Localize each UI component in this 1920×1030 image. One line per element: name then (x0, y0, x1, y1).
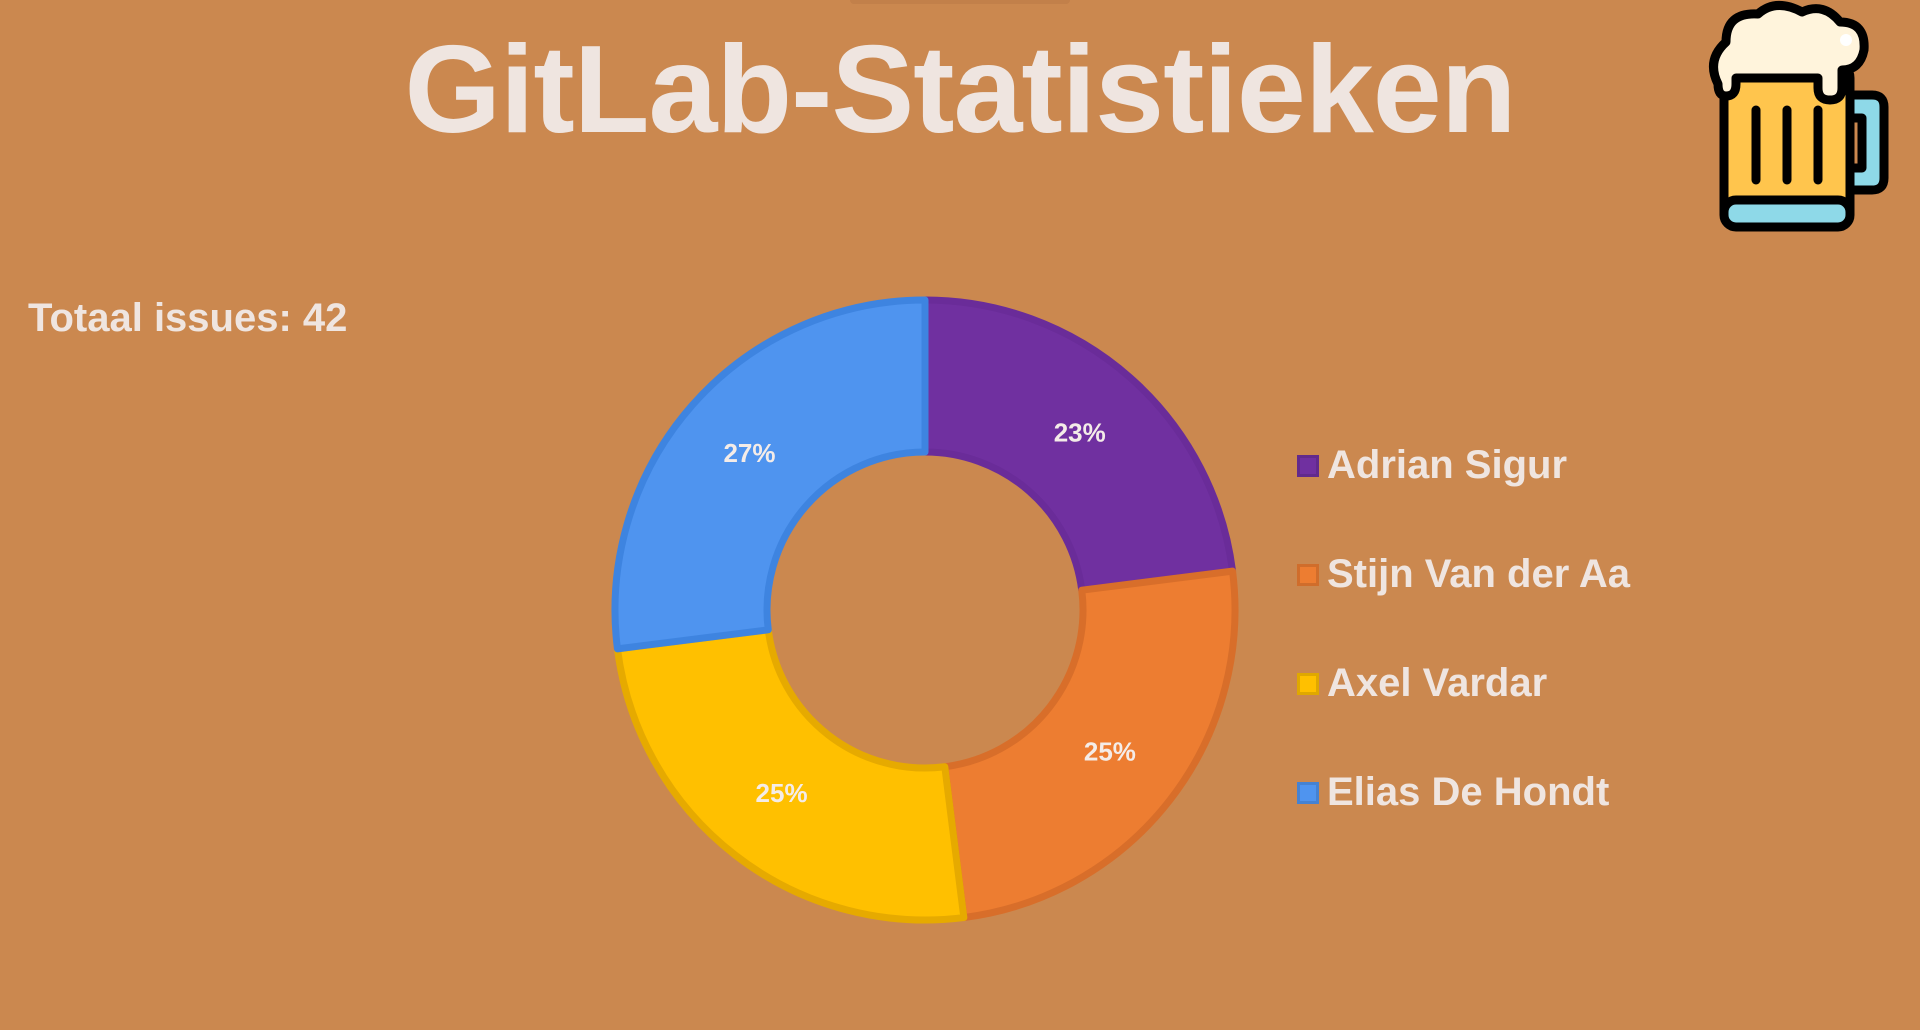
donut-chart: 23% 25% 25% 27% (611, 296, 1239, 924)
legend-label: Elias De Hondt (1327, 770, 1610, 814)
donut-slice-elias-de-hondt[interactable] (611, 296, 929, 653)
legend-item-axel-vardar[interactable]: Axel Vardar (1297, 629, 1630, 738)
legend-swatch (1297, 781, 1319, 804)
legend-swatch (1297, 563, 1319, 586)
donut-slices (611, 296, 1239, 924)
legend-label: Axel Vardar (1327, 661, 1548, 705)
page-title: GitLab-Statistieken (404, 21, 1517, 159)
legend-swatch (1297, 672, 1319, 695)
donut-slice-stijn-van-der-aa[interactable] (941, 567, 1239, 922)
slice-percentage-label: 23% (1054, 417, 1106, 447)
chart-area: 23% 25% 25% 27% (600, 285, 1250, 935)
legend-item-elias-de-hondt[interactable]: Elias De Hondt (1297, 738, 1630, 847)
beer-mug-icon (1709, 1, 1889, 232)
slice-percentage-label: 25% (1084, 736, 1136, 766)
legend-swatch (1297, 454, 1319, 477)
slice-percentage-label: 27% (723, 438, 775, 468)
donut-slice-axel-vardar[interactable] (613, 626, 968, 924)
donut-slice-labels: 23% 25% 25% 27% (723, 417, 1135, 807)
slice-percentage-label: 25% (756, 778, 808, 808)
donut-slice-adrian-sigur[interactable] (921, 296, 1237, 594)
top-edge-decoration (850, 0, 1070, 4)
legend-label: Stijn Van der Aa (1327, 552, 1631, 596)
chart-legend: Adrian Sigur Stijn Van der Aa Axel Varda… (1297, 411, 1630, 847)
total-issues-label: Totaal issues: 42 (28, 296, 348, 340)
legend-label: Adrian Sigur (1327, 443, 1568, 487)
legend-item-stijn-van-der-aa[interactable]: Stijn Van der Aa (1297, 520, 1630, 629)
legend-item-adrian-sigur[interactable]: Adrian Sigur (1297, 411, 1630, 520)
